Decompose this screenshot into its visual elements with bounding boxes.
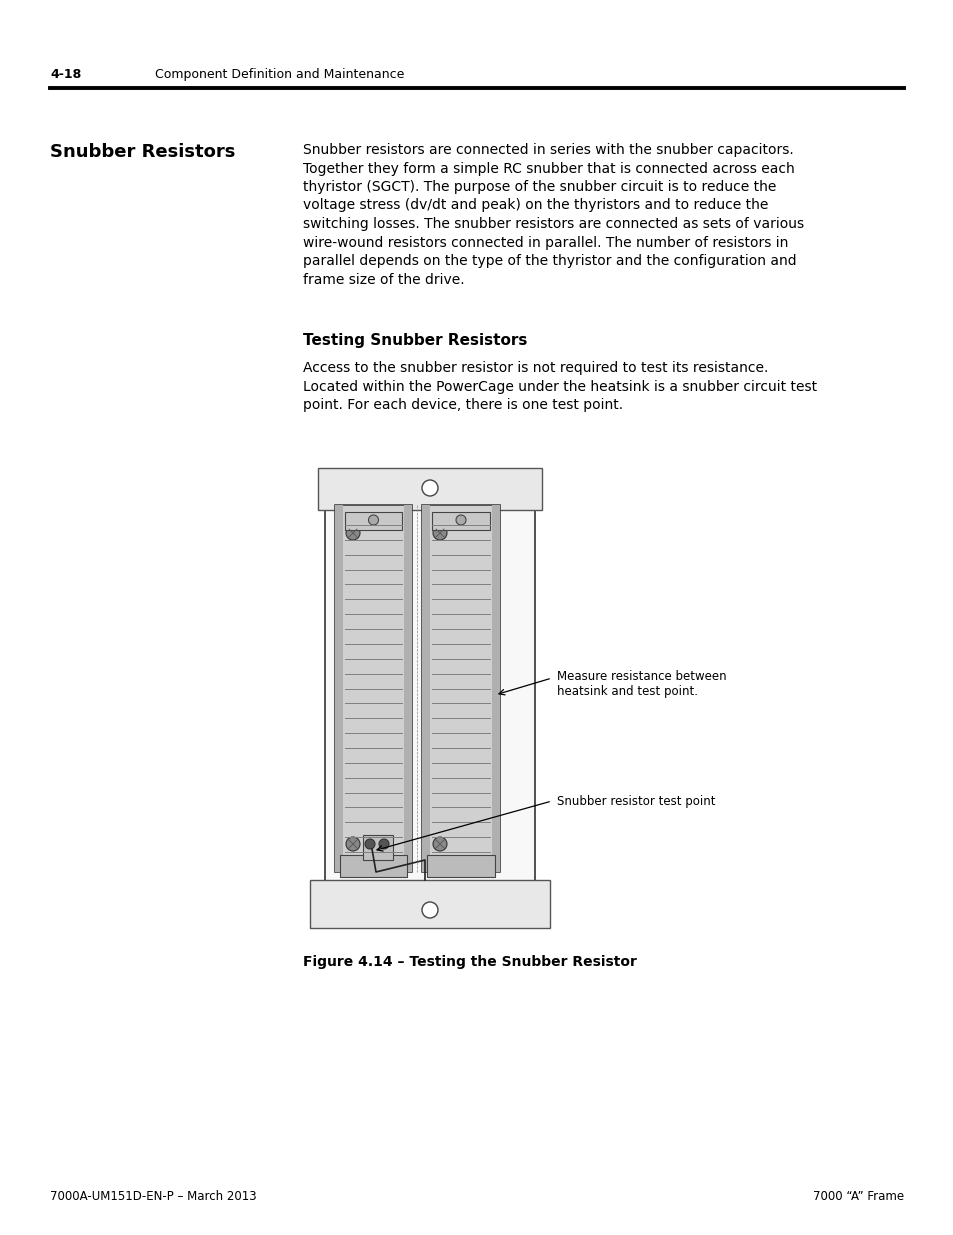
- Text: Together they form a simple RC snubber that is connected across each: Together they form a simple RC snubber t…: [303, 162, 794, 175]
- Circle shape: [421, 902, 437, 918]
- Text: thyristor (SGCT). The purpose of the snubber circuit is to reduce the: thyristor (SGCT). The purpose of the snu…: [303, 180, 776, 194]
- Text: Snubber resistor test point: Snubber resistor test point: [557, 795, 715, 808]
- Text: Snubber resistors are connected in series with the snubber capacitors.: Snubber resistors are connected in serie…: [303, 143, 793, 157]
- Circle shape: [368, 515, 378, 525]
- Bar: [317, 468, 541, 510]
- Text: Access to the snubber resistor is not required to test its resistance.: Access to the snubber resistor is not re…: [303, 361, 767, 375]
- Circle shape: [365, 839, 375, 848]
- Circle shape: [456, 515, 465, 525]
- Bar: [325, 471, 535, 920]
- Text: point. For each device, there is one test point.: point. For each device, there is one tes…: [303, 398, 622, 412]
- Circle shape: [346, 837, 359, 851]
- Circle shape: [378, 839, 389, 848]
- Bar: [427, 855, 495, 877]
- Circle shape: [346, 526, 359, 540]
- Text: voltage stress (dv/dt and peak) on the thyristors and to reduce the: voltage stress (dv/dt and peak) on the t…: [303, 199, 767, 212]
- Bar: [421, 505, 499, 872]
- Circle shape: [421, 480, 437, 496]
- Bar: [310, 881, 550, 927]
- Text: parallel depends on the type of the thyristor and the configuration and: parallel depends on the type of the thyr…: [303, 254, 796, 268]
- Bar: [363, 835, 393, 860]
- Text: Measure resistance between: Measure resistance between: [557, 671, 726, 683]
- Circle shape: [433, 837, 447, 851]
- Text: 4-18: 4-18: [50, 68, 81, 82]
- Text: Snubber Resistors: Snubber Resistors: [50, 143, 235, 161]
- Text: heatsink and test point.: heatsink and test point.: [557, 685, 698, 698]
- Bar: [345, 513, 401, 530]
- Bar: [421, 505, 430, 872]
- Text: wire-wound resistors connected in parallel. The number of resistors in: wire-wound resistors connected in parall…: [303, 236, 787, 249]
- Bar: [492, 505, 499, 872]
- Text: Component Definition and Maintenance: Component Definition and Maintenance: [154, 68, 404, 82]
- Bar: [403, 505, 412, 872]
- Text: 7000A-UM151D-EN-P – March 2013: 7000A-UM151D-EN-P – March 2013: [50, 1191, 256, 1203]
- Bar: [335, 505, 412, 872]
- Circle shape: [433, 526, 447, 540]
- Text: Figure 4.14 – Testing the Snubber Resistor: Figure 4.14 – Testing the Snubber Resist…: [303, 955, 637, 969]
- Bar: [432, 513, 490, 530]
- Text: Testing Snubber Resistors: Testing Snubber Resistors: [303, 333, 527, 348]
- Text: switching losses. The snubber resistors are connected as sets of various: switching losses. The snubber resistors …: [303, 217, 803, 231]
- Text: Located within the PowerCage under the heatsink is a snubber circuit test: Located within the PowerCage under the h…: [303, 379, 817, 394]
- Text: frame size of the drive.: frame size of the drive.: [303, 273, 464, 287]
- Text: 7000 “A” Frame: 7000 “A” Frame: [812, 1191, 903, 1203]
- Bar: [339, 855, 407, 877]
- Bar: [335, 505, 343, 872]
